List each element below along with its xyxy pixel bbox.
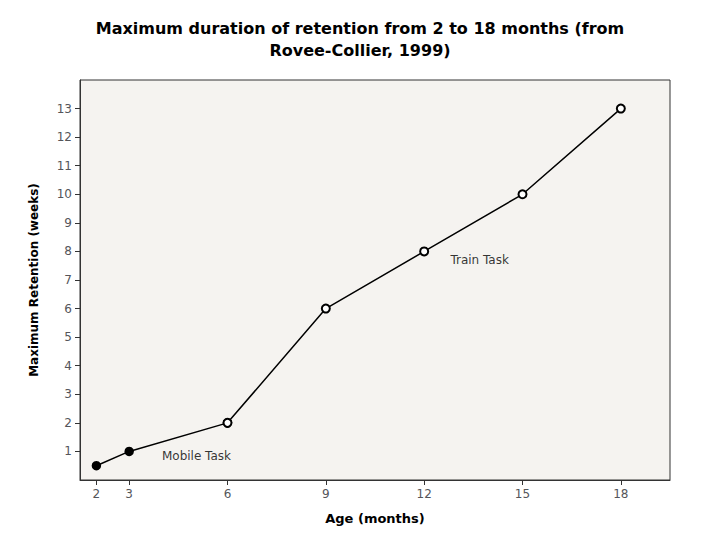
svg-text:6: 6 [224, 487, 232, 501]
svg-text:13: 13 [57, 102, 72, 116]
svg-text:12: 12 [57, 130, 72, 144]
svg-text:2: 2 [64, 416, 72, 430]
svg-text:2: 2 [93, 487, 101, 501]
svg-text:12: 12 [417, 487, 432, 501]
svg-text:6: 6 [64, 302, 72, 316]
svg-text:10: 10 [57, 187, 72, 201]
svg-text:Rovee-Collier, 1999): Rovee-Collier, 1999) [269, 41, 450, 60]
svg-text:Age (months): Age (months) [325, 511, 425, 526]
svg-text:5: 5 [64, 330, 72, 344]
svg-text:9: 9 [64, 216, 72, 230]
svg-text:Train Task: Train Task [449, 253, 509, 267]
svg-text:7: 7 [64, 273, 72, 287]
svg-text:9: 9 [322, 487, 330, 501]
svg-text:1: 1 [64, 444, 72, 458]
svg-text:Maximum duration of retention: Maximum duration of retention from 2 to … [96, 19, 625, 38]
svg-text:3: 3 [64, 387, 72, 401]
svg-text:18: 18 [613, 487, 628, 501]
svg-text:Mobile Task: Mobile Task [162, 449, 231, 463]
svg-text:3: 3 [125, 487, 133, 501]
svg-text:4: 4 [64, 359, 72, 373]
svg-text:8: 8 [64, 244, 72, 258]
svg-text:11: 11 [57, 159, 72, 173]
svg-text:15: 15 [515, 487, 530, 501]
svg-text:Maximum Retention (weeks): Maximum Retention (weeks) [27, 183, 41, 377]
